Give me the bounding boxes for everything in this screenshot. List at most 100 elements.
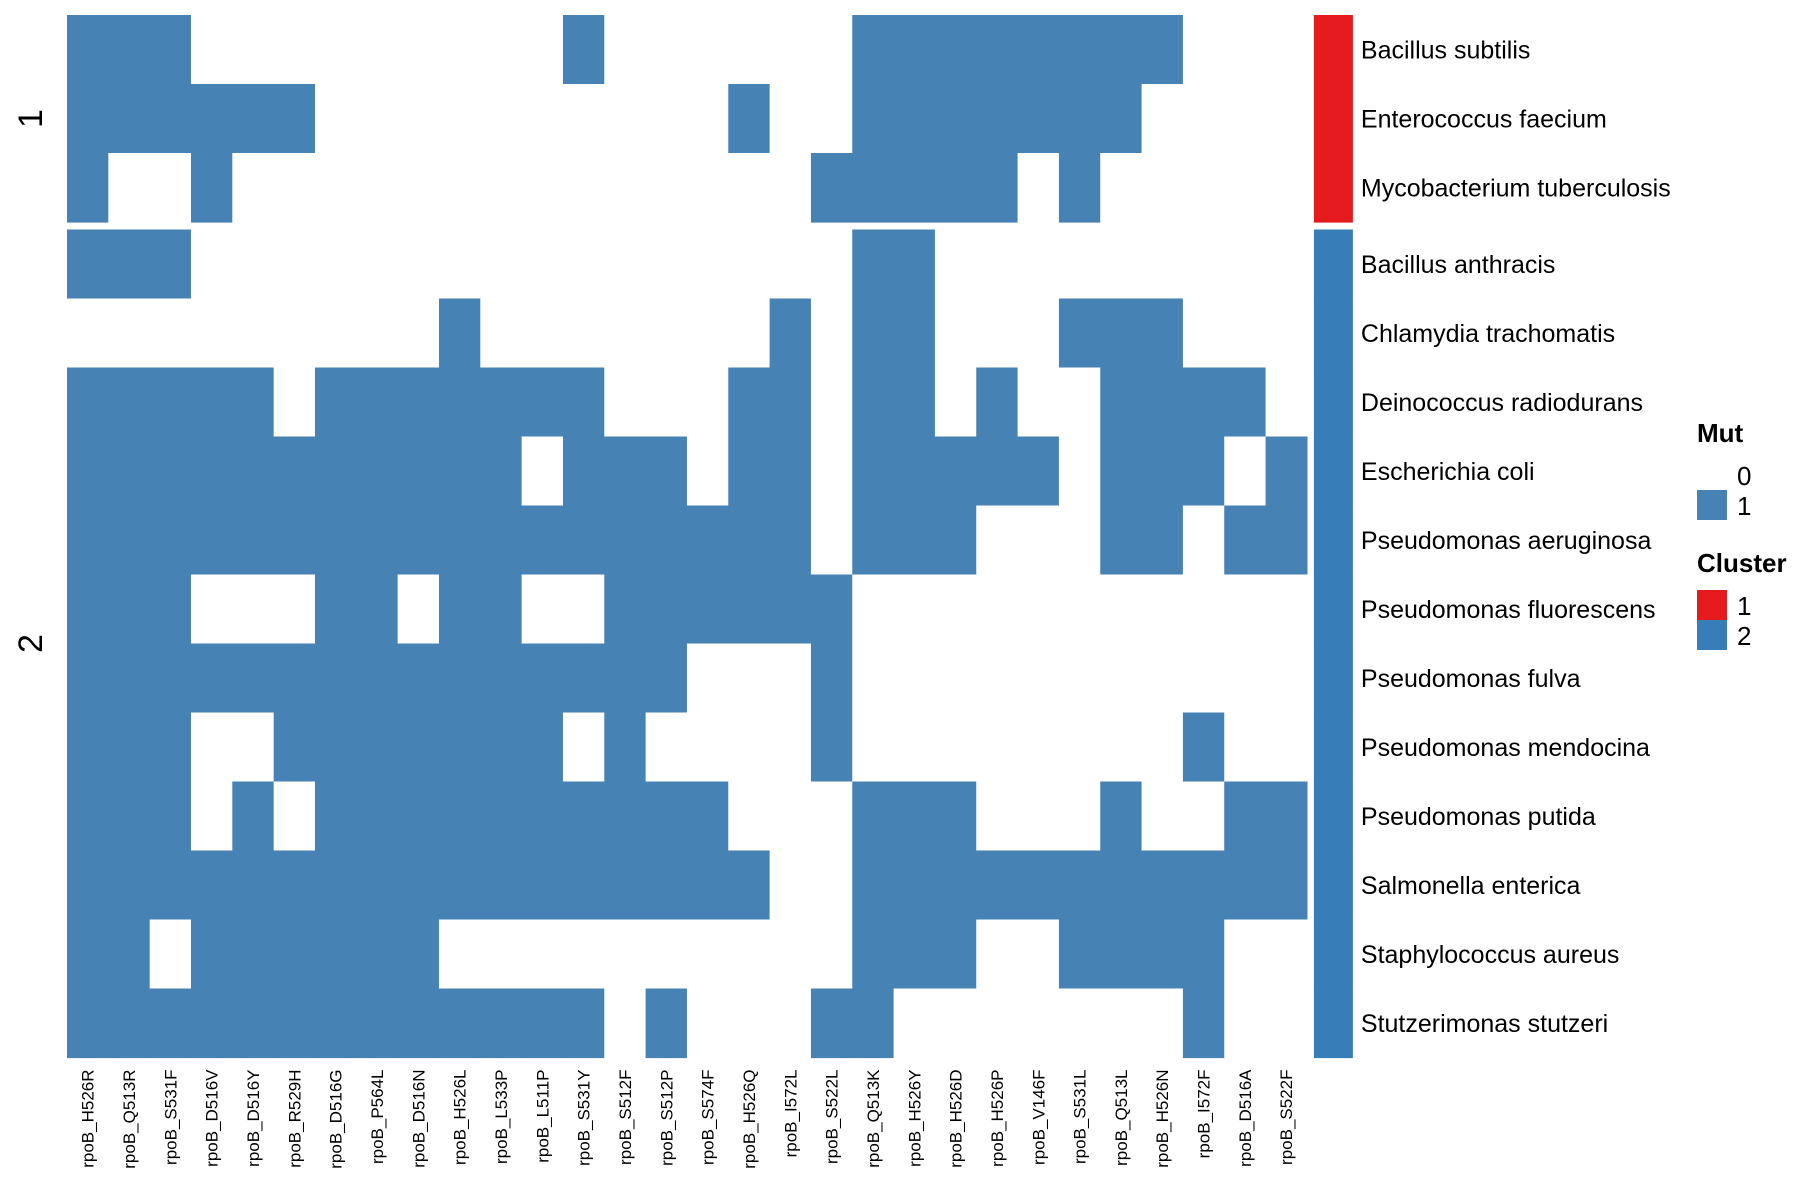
heatmap-cell-pseudomonas-putida-rpob-h526r: [67, 781, 109, 852]
heatmap-cell-pseudomonas-mendocina-rpob-s512f: [604, 712, 647, 783]
heatmap-cell-salmonella-enterica-rpob-i572f: [1182, 850, 1225, 921]
heatmap-cell-chlamydia-trachomatis-rpob-h526n: [1141, 298, 1184, 369]
heatmap-cell-pseudomonas-fulva-rpob-h526p: [976, 643, 1019, 714]
heatmap-cell-escherichia-coli-rpob-h526r: [67, 436, 109, 507]
heatmap-cell-staphylococcus-aureus-rpob-d516v: [190, 919, 233, 990]
heatmap-cell-bacillus-anthracis-rpob-p564l: [356, 229, 399, 300]
heatmap-cell-enterococcus-faecium-rpob-h526n: [1141, 84, 1184, 154]
heatmap-cell-pseudomonas-mendocina-rpob-r529h: [273, 712, 316, 783]
heatmap-cell-salmonella-enterica-rpob-d516n: [397, 850, 440, 921]
cluster-cell-bacillus-subtilis: [1313, 15, 1353, 85]
heatmap-cell-bacillus-subtilis-rpob-l511p: [521, 15, 564, 85]
heatmap-cell-pseudomonas-fulva-rpob-d516a: [1224, 643, 1267, 714]
heatmap-cell-mycobacterium-tuberculosis-rpob-h526d: [934, 153, 977, 223]
heatmap-cell-pseudomonas-mendocina-rpob-q513k: [852, 712, 895, 783]
heatmap-cell-pseudomonas-mendocina-rpob-d516a: [1224, 712, 1267, 783]
heatmap-cell-pseudomonas-fulva-rpob-q513k: [852, 643, 895, 714]
heatmap-cell-pseudomonas-mendocina-rpob-d516y: [232, 712, 275, 783]
heatmap-cell-bacillus-subtilis-rpob-s512p: [645, 15, 688, 85]
heatmap-cell-pseudomonas-fluorescens-rpob-d516n: [397, 574, 440, 645]
column-label-rpob-s522f: rpoB_S522F: [1277, 1070, 1296, 1165]
heatmap-cell-pseudomonas-aeruginosa-rpob-r529h: [273, 505, 316, 576]
cluster-cell-deinococcus-radiodurans: [1313, 367, 1353, 438]
row-label-chlamydia-trachomatis: Chlamydia trachomatis: [1361, 320, 1615, 348]
heatmap-cell-deinococcus-radiodurans-rpob-s512p: [645, 367, 688, 438]
heatmap-cell-salmonella-enterica-rpob-s512p: [645, 850, 688, 921]
heatmap-cell-chlamydia-trachomatis-rpob-s512f: [604, 298, 647, 369]
heatmap-cell-chlamydia-trachomatis-rpob-i572f: [1182, 298, 1225, 369]
heatmap-cell-salmonella-enterica-rpob-s531f: [149, 850, 192, 921]
heatmap-cell-staphylococcus-aureus-rpob-h526p: [976, 919, 1019, 990]
heatmap-cell-pseudomonas-putida-rpob-s531f: [149, 781, 192, 852]
heatmap-cell-chlamydia-trachomatis-rpob-s512p: [645, 298, 688, 369]
heatmap-cell-stutzerimonas-stutzeri-rpob-r529h: [273, 988, 316, 1059]
heatmap-cell-bacillus-subtilis-rpob-h526y: [893, 15, 936, 85]
heatmap-cell-pseudomonas-putida-rpob-h526l: [438, 781, 481, 852]
heatmap-cell-chlamydia-trachomatis-rpob-r529h: [273, 298, 316, 369]
heatmap-cell-stutzerimonas-stutzeri-rpob-d516y: [232, 988, 275, 1059]
column-label-rpob-s522l: rpoB_S522L: [823, 1070, 842, 1165]
heatmap-cell-pseudomonas-aeruginosa-rpob-s522l: [810, 505, 853, 576]
heatmap-cell-pseudomonas-putida-rpob-v146f: [1017, 781, 1060, 852]
heatmap-cell-pseudomonas-aeruginosa-rpob-q513k: [852, 505, 895, 576]
column-label-rpob-s531y: rpoB_S531Y: [575, 1070, 594, 1166]
column-label-rpob-h526r: rpoB_H526R: [79, 1070, 98, 1168]
heatmap-cell-bacillus-anthracis-rpob-h526r: [67, 229, 109, 300]
heatmap-cell-pseudomonas-mendocina-rpob-i572f: [1182, 712, 1225, 783]
heatmap-cell-pseudomonas-mendocina-rpob-i572l: [769, 712, 812, 783]
heatmap-cell-pseudomonas-mendocina-rpob-s512p: [645, 712, 688, 783]
heatmap-cell-stutzerimonas-stutzeri-rpob-q513r: [108, 988, 151, 1059]
heatmap-cell-bacillus-subtilis-rpob-s531l: [1058, 15, 1101, 85]
column-label-rpob-q513l: rpoB_Q513L: [1112, 1070, 1131, 1166]
row-label-mycobacterium-tuberculosis: Mycobacterium tuberculosis: [1361, 175, 1671, 203]
heatmap-cell-chlamydia-trachomatis-rpob-s574f: [686, 298, 729, 369]
heatmap-cell-stutzerimonas-stutzeri-rpob-s531y: [562, 988, 605, 1059]
heatmap-cell-staphylococcus-aureus-rpob-s574f: [686, 919, 729, 990]
row-label-escherichia-coli: Escherichia coli: [1361, 458, 1535, 486]
heatmap-cell-bacillus-subtilis-rpob-q513l: [1100, 15, 1143, 85]
heatmap-cell-salmonella-enterica-rpob-s522l: [810, 850, 853, 921]
heatmap-cell-mycobacterium-tuberculosis-rpob-l511p: [521, 153, 564, 223]
heatmap-cell-mycobacterium-tuberculosis-rpob-d516v: [190, 153, 233, 223]
heatmap-cell-deinococcus-radiodurans-rpob-d516n: [397, 367, 440, 438]
heatmap-cell-salmonella-enterica-rpob-d516v: [190, 850, 233, 921]
heatmap-cell-pseudomonas-mendocina-rpob-q513r: [108, 712, 151, 783]
column-label-rpob-d516v: rpoB_D516V: [203, 1069, 222, 1167]
heatmap-cell-pseudomonas-aeruginosa-rpob-s512p: [645, 505, 688, 576]
column-label-rpob-i572f: rpoB_I572F: [1195, 1070, 1214, 1159]
heatmap-cell-bacillus-subtilis-rpob-v146f: [1017, 15, 1060, 85]
heatmap-cell-stutzerimonas-stutzeri-rpob-s512f: [604, 988, 647, 1059]
column-label-rpob-q513r: rpoB_Q513R: [120, 1070, 139, 1169]
heatmap-cell-enterococcus-faecium-rpob-h526r: [67, 84, 109, 154]
heatmap-cell-stutzerimonas-stutzeri-rpob-s512p: [645, 988, 688, 1059]
heatmap-cell-pseudomonas-mendocina-rpob-h526l: [438, 712, 481, 783]
heatmap-cell-pseudomonas-fluorescens-rpob-q513l: [1100, 574, 1143, 645]
heatmap-cell-escherichia-coli-rpob-d516a: [1224, 436, 1267, 507]
heatmap-cell-escherichia-coli-rpob-i572l: [769, 436, 812, 507]
column-label-rpob-s531f: rpoB_S531F: [161, 1070, 180, 1165]
heatmap-cell-salmonella-enterica-rpob-h526y: [893, 850, 936, 921]
heatmap-cell-pseudomonas-mendocina-rpob-s531y: [562, 712, 605, 783]
heatmap-cell-pseudomonas-fluorescens-rpob-s522l: [810, 574, 853, 645]
heatmap-cell-enterococcus-faecium-rpob-l533p: [480, 84, 523, 154]
heatmap-cell-mycobacterium-tuberculosis-rpob-s531y: [562, 153, 605, 223]
heatmap-cell-pseudomonas-fulva-rpob-l533p: [480, 643, 523, 714]
heatmap-cell-deinococcus-radiodurans-rpob-p564l: [356, 367, 399, 438]
heatmap-cell-staphylococcus-aureus-rpob-r529h: [273, 919, 316, 990]
heatmap-cell-deinococcus-radiodurans-rpob-h526y: [893, 367, 936, 438]
column-labels: rpoB_H526R rpoB_Q513R rpoB_S531F rpoB_D516V…: [79, 1069, 1297, 1169]
heatmap-cell-deinococcus-radiodurans-rpob-s531y: [562, 367, 605, 438]
heatmap-cell-escherichia-coli-rpob-h526n: [1141, 436, 1184, 507]
heatmap-cell-pseudomonas-fulva-rpob-s574f: [686, 643, 729, 714]
heatmap-cell-enterococcus-faecium-rpob-h526q: [728, 84, 771, 154]
heatmap-cell-escherichia-coli-rpob-d516y: [232, 436, 275, 507]
heatmap-cell-mycobacterium-tuberculosis-rpob-s574f: [686, 153, 729, 223]
heatmap-cell-pseudomonas-mendocina-rpob-s574f: [686, 712, 729, 783]
heatmap-cell-escherichia-coli-rpob-i572f: [1182, 436, 1225, 507]
cluster-cell-pseudomonas-mendocina: [1313, 712, 1353, 783]
legend-mut-0-label: 0: [1737, 461, 1751, 491]
heatmap-cell-pseudomonas-aeruginosa-rpob-h526p: [976, 505, 1019, 576]
heatmap-cell-pseudomonas-fulva-rpob-s522f: [1265, 643, 1308, 714]
heatmap-cell-mycobacterium-tuberculosis-rpob-d516a: [1224, 153, 1267, 223]
heatmap-cell-mycobacterium-tuberculosis-rpob-h526r: [67, 153, 109, 223]
